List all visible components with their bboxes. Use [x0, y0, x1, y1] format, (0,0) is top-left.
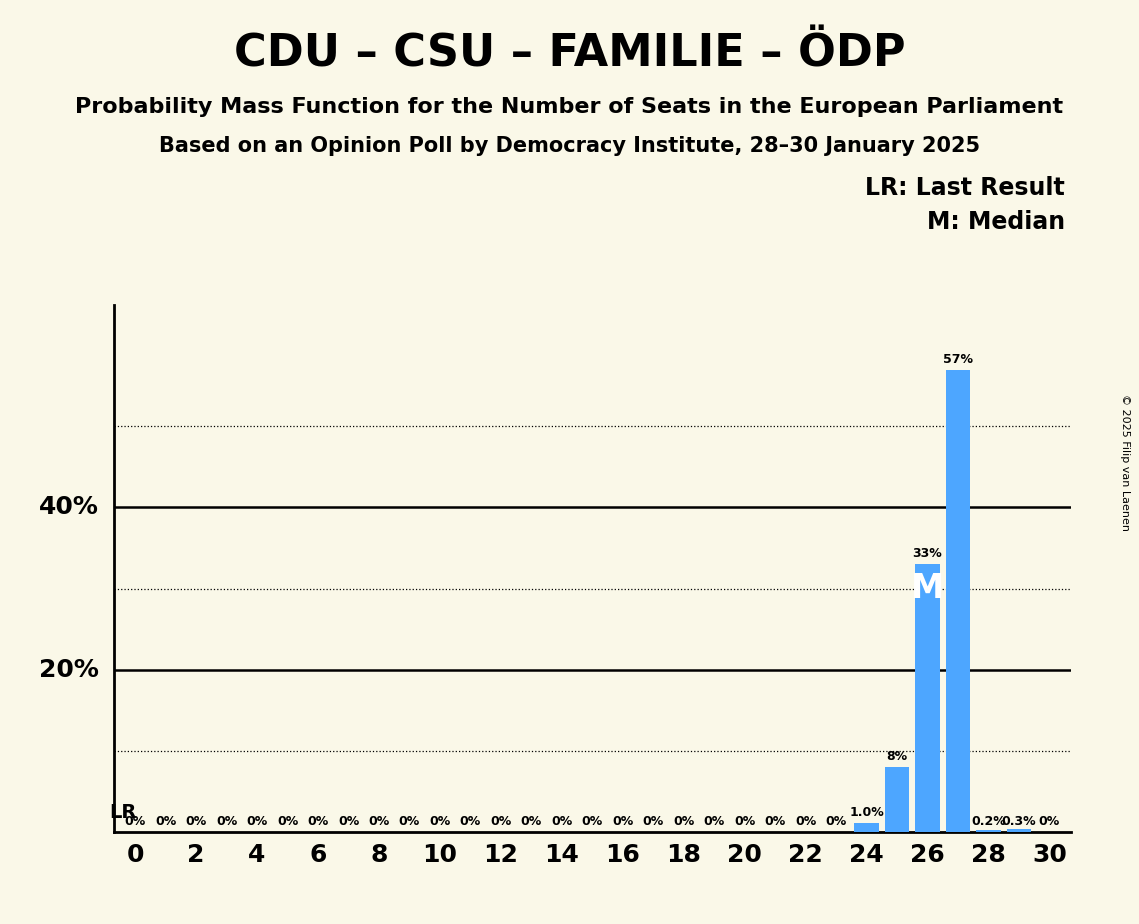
Text: 0%: 0% — [216, 815, 237, 828]
Text: © 2025 Filip van Laenen: © 2025 Filip van Laenen — [1121, 394, 1130, 530]
Text: 0%: 0% — [582, 815, 603, 828]
Bar — [916, 565, 940, 832]
Bar — [945, 370, 970, 832]
Text: CDU – CSU – FAMILIE – ÖDP: CDU – CSU – FAMILIE – ÖDP — [233, 32, 906, 76]
Text: 0%: 0% — [308, 815, 329, 828]
Text: 0%: 0% — [612, 815, 633, 828]
Text: LR: Last Result: LR: Last Result — [866, 176, 1065, 200]
Text: 0%: 0% — [642, 815, 664, 828]
Text: 0%: 0% — [246, 815, 268, 828]
Text: M: M — [911, 572, 944, 604]
Text: 0%: 0% — [734, 815, 755, 828]
Text: 0%: 0% — [399, 815, 420, 828]
Text: 0%: 0% — [429, 815, 451, 828]
Bar — [854, 823, 878, 832]
Text: 0%: 0% — [673, 815, 695, 828]
Text: 0%: 0% — [368, 815, 390, 828]
Text: 0%: 0% — [764, 815, 786, 828]
Text: 0%: 0% — [826, 815, 846, 828]
Text: 0%: 0% — [795, 815, 817, 828]
Text: 0%: 0% — [704, 815, 724, 828]
Text: 8%: 8% — [886, 749, 908, 762]
Text: 57%: 57% — [943, 353, 973, 366]
Text: 0%: 0% — [551, 815, 573, 828]
Text: 0%: 0% — [277, 815, 298, 828]
Text: 0%: 0% — [186, 815, 207, 828]
Text: 0%: 0% — [338, 815, 359, 828]
Text: 0%: 0% — [490, 815, 511, 828]
Text: 0%: 0% — [521, 815, 542, 828]
Bar — [885, 767, 909, 832]
Text: LR: LR — [109, 803, 137, 821]
Text: 20%: 20% — [39, 658, 99, 682]
Text: 0%: 0% — [155, 815, 177, 828]
Text: 0.3%: 0.3% — [1001, 815, 1036, 828]
Text: 0%: 0% — [460, 815, 481, 828]
Text: 0.2%: 0.2% — [972, 815, 1006, 828]
Text: 0%: 0% — [1039, 815, 1060, 828]
Text: M: Median: M: Median — [927, 210, 1065, 234]
Text: 1.0%: 1.0% — [850, 807, 884, 820]
Bar — [1007, 829, 1031, 832]
Bar — [976, 830, 1000, 832]
Text: Probability Mass Function for the Number of Seats in the European Parliament: Probability Mass Function for the Number… — [75, 97, 1064, 117]
Text: 0%: 0% — [124, 815, 146, 828]
Text: 33%: 33% — [912, 547, 942, 560]
Text: Based on an Opinion Poll by Democracy Institute, 28–30 January 2025: Based on an Opinion Poll by Democracy In… — [159, 136, 980, 156]
Text: 40%: 40% — [39, 495, 99, 519]
